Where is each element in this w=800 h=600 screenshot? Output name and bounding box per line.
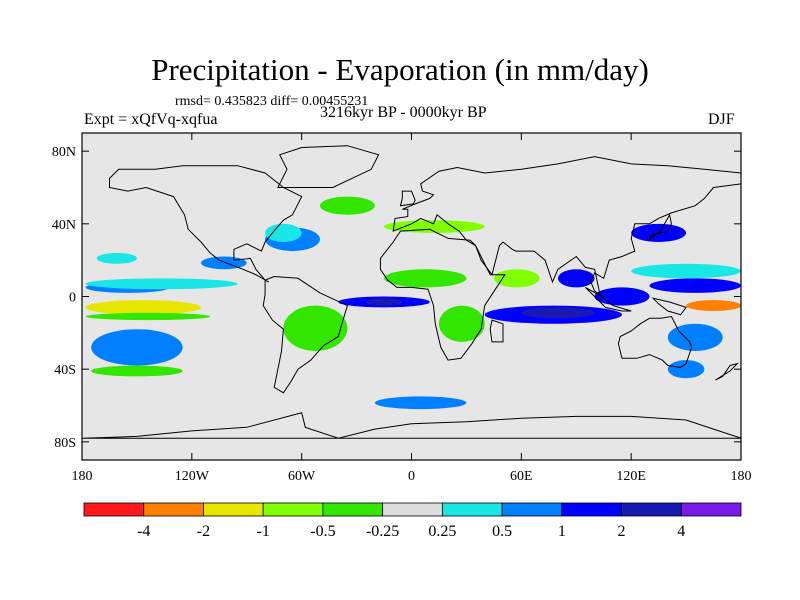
y-tick-label-2: 0 bbox=[69, 291, 76, 306]
coastlines bbox=[82, 145, 741, 439]
colorbar-box-10 bbox=[680, 502, 742, 517]
region-east-pacific-blue bbox=[200, 256, 247, 270]
region-bay-of-bengal bbox=[557, 269, 595, 288]
colorbar-label-8: 2 bbox=[618, 523, 626, 540]
region-west-pacific-cyan bbox=[631, 263, 741, 279]
region-africa-south bbox=[438, 305, 485, 342]
x-tick-label-0: 180 bbox=[72, 469, 93, 484]
region-north-pacific-cyan bbox=[96, 252, 137, 264]
region-japan-wet bbox=[631, 223, 687, 243]
colorbar-box-6 bbox=[441, 502, 503, 517]
experiment-label: Expt = xQfVq-xqfua bbox=[84, 111, 218, 128]
coastline-0 bbox=[109, 165, 303, 283]
region-atlantic-itcz-dark bbox=[365, 298, 403, 306]
stats-text: rmsd= 0.435823 diff= 0.00455231 bbox=[175, 94, 369, 109]
colorbar-label-4: -0.25 bbox=[366, 523, 399, 540]
coastline-8 bbox=[399, 190, 416, 207]
coastline-6 bbox=[82, 412, 741, 439]
coastline-3 bbox=[392, 156, 741, 296]
x-tick-label-5: 120E bbox=[616, 469, 646, 484]
coastline-7 bbox=[489, 319, 504, 343]
colorbar: -4 -2 -1 -0.5 -0.25 0.25 0.5 1 2 4 bbox=[83, 502, 742, 540]
coastline-11 bbox=[651, 297, 687, 316]
region-sahel-dry bbox=[384, 269, 467, 288]
region-australia-east bbox=[667, 323, 723, 351]
coastline-9 bbox=[649, 213, 672, 242]
x-tick-label-2: 60W bbox=[288, 469, 316, 484]
y-tick-label-4: 80S bbox=[54, 436, 76, 451]
x-tick-label-4: 60E bbox=[510, 469, 533, 484]
coastline-10 bbox=[585, 286, 632, 312]
colorbar-label-3: -0.5 bbox=[310, 523, 335, 540]
colorbar-box-0 bbox=[83, 502, 145, 517]
colorbar-box-5 bbox=[382, 502, 443, 517]
region-mediterranean bbox=[384, 220, 485, 233]
colorbar-box-7 bbox=[501, 502, 563, 517]
y-tick-label-3: 40S bbox=[54, 363, 76, 378]
colorbar-box-3 bbox=[262, 502, 324, 517]
colorbar-label-7: 1 bbox=[558, 523, 566, 540]
colorbar-label-6: 0.5 bbox=[492, 523, 512, 540]
coastline-5 bbox=[277, 145, 380, 188]
region-pacific-equatorial-green bbox=[85, 312, 211, 321]
chart-title: Precipitation - Evaporation (in mm/day) bbox=[151, 52, 649, 87]
colorbar-box-4 bbox=[322, 502, 384, 517]
colorbar-box-1 bbox=[143, 502, 204, 517]
y-tick-label-1: 40N bbox=[52, 218, 76, 233]
pe-field bbox=[85, 196, 741, 410]
region-pacific-itcz bbox=[85, 278, 238, 290]
x-tick-label-6: 180 bbox=[731, 469, 752, 484]
region-pacific-equatorial-dry bbox=[85, 300, 201, 315]
colorbar-label-9: 4 bbox=[677, 523, 685, 540]
coastline-12 bbox=[715, 362, 739, 381]
colorbar-label-5: 0.25 bbox=[428, 523, 456, 540]
x-tick-label-3: 0 bbox=[408, 469, 415, 484]
coastline-4 bbox=[617, 315, 693, 368]
coastline-1 bbox=[262, 275, 349, 394]
coastline-group bbox=[82, 145, 741, 439]
colorbar-box-9 bbox=[621, 502, 682, 517]
season-label: DJF bbox=[708, 111, 735, 128]
region-gulf-stream bbox=[265, 223, 302, 243]
colorbar-label-1: -2 bbox=[197, 523, 210, 540]
region-arabian-sea bbox=[493, 269, 540, 288]
region-south-pacific-green bbox=[91, 365, 183, 377]
colorbar-box-8 bbox=[561, 502, 622, 517]
coastline-2 bbox=[379, 228, 506, 361]
region-south-pacific-halo bbox=[91, 329, 183, 366]
colorbar-box-2 bbox=[203, 502, 264, 517]
map-axes: 180 120W 60W 0 60E 120E 180 80N 40N 0 40S 80S bbox=[52, 132, 752, 484]
region-maritime-continent bbox=[594, 287, 650, 306]
y-tick-label-0: 80N bbox=[52, 145, 76, 160]
region-indian-ocean-dark bbox=[521, 307, 595, 319]
region-west-pacific-dry bbox=[686, 300, 741, 312]
period-label: 3216kyr BP - 0000kyr BP bbox=[320, 104, 487, 121]
colorbar-label-2: -1 bbox=[257, 523, 270, 540]
region-north-atlantic-green bbox=[319, 196, 375, 215]
region-southern-ocean bbox=[374, 396, 467, 410]
region-amazon-green bbox=[283, 305, 348, 351]
region-west-pacific-wet bbox=[649, 278, 741, 293]
colorbar-label-0: -4 bbox=[137, 523, 150, 540]
map-plot-area bbox=[82, 133, 741, 460]
x-tick-label-1: 120W bbox=[175, 469, 210, 484]
region-southern-ocean-east bbox=[667, 360, 705, 379]
